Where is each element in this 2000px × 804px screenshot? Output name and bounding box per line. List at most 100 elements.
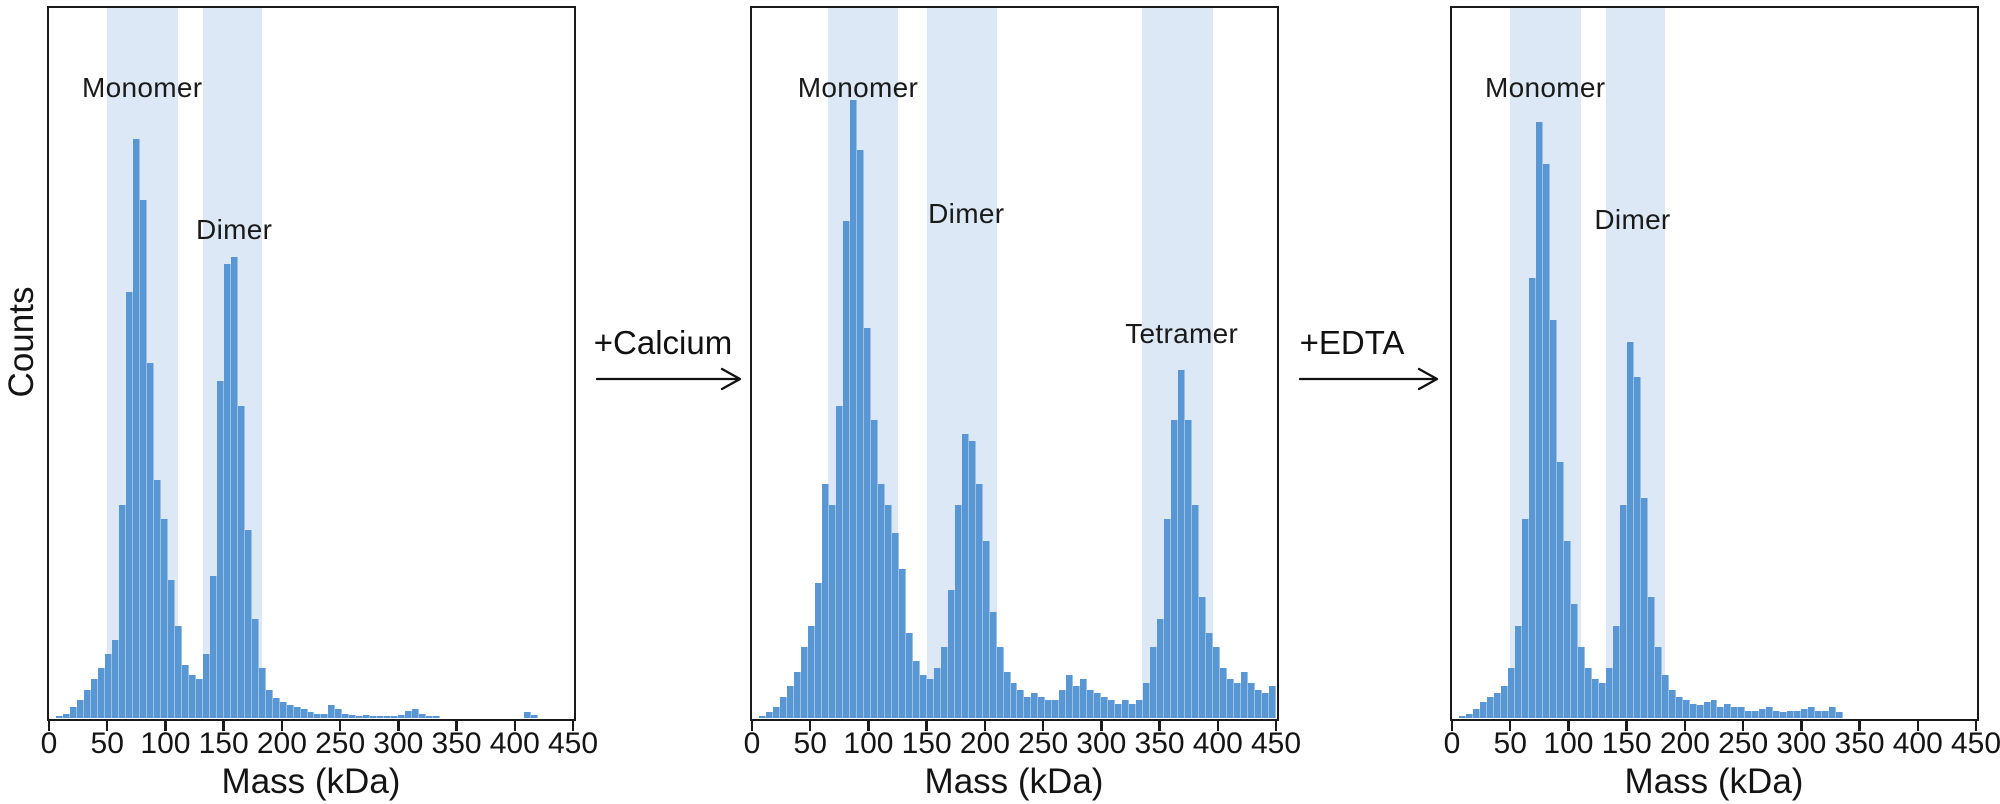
histogram-bar [1185,419,1192,718]
histogram-panel-plus-calcium [752,8,1276,718]
histogram-bar [1171,419,1178,718]
x-tick [47,720,51,731]
histogram-bar [1655,647,1662,718]
x-tick [983,720,987,731]
x-tick-label: 350 [431,727,482,760]
histogram-bar [412,709,419,718]
x-tick-label: 450 [1950,727,2000,760]
histogram-bar [1773,710,1780,718]
histogram-bar [133,139,140,718]
histogram-bar [349,715,356,718]
histogram-bar [1578,647,1585,718]
histogram-bar [1122,700,1129,718]
histogram-bar [1634,377,1641,718]
x-tick-label: 50 [90,727,124,760]
x-tick [750,720,754,731]
histogram-bar [857,150,864,718]
histogram-bar [1011,682,1017,718]
histogram-bar [175,625,182,718]
histogram-bar [787,686,794,718]
annotation-monomer: Monomer [1484,72,1606,103]
histogram-bar [1262,693,1269,718]
histogram-bar [363,715,370,718]
histogram-bar [1466,713,1473,718]
histogram-bar [314,713,321,718]
histogram-bar [328,705,335,718]
x-tick-label: 350 [1834,727,1885,760]
histogram-bar [1662,675,1669,718]
transition-calcium-label: +Calcium [593,324,733,361]
histogram-bar [1017,689,1024,718]
histogram-bar [1115,703,1122,718]
annotation-dimer: Dimer [928,198,1005,229]
histogram-bar [140,199,147,718]
histogram-bar [1557,462,1564,718]
histogram-bar [1752,710,1759,718]
histogram-bar [98,668,105,718]
histogram-bar [1669,689,1676,718]
histogram-bar [1052,700,1059,718]
histogram-bar [766,712,773,718]
x-tick [571,720,575,731]
histogram-bar [1136,700,1143,718]
histogram-bar [1620,505,1627,718]
histogram-bar [1829,707,1836,718]
histogram-bar [1255,689,1262,718]
x-tick [1974,720,1978,731]
histogram-bar [1087,689,1094,718]
histogram-bar [773,707,780,718]
histogram-bar [1494,693,1501,718]
x-tick [867,720,870,731]
x-tick-label: 350 [1134,727,1185,760]
x-tick [513,720,517,731]
x-tick [1100,720,1103,731]
histogram-bar [1031,693,1038,718]
x-tick [1858,720,1861,731]
histogram-bar [405,710,412,718]
x-tick-label: 200 [959,727,1010,760]
histogram-bar [1269,686,1276,718]
histogram-bar [1192,505,1199,718]
histogram-bar [948,590,955,718]
x-tick [1508,720,1512,731]
histogram-bar [878,483,885,718]
histogram-bar [1648,597,1655,718]
histogram-bar [266,689,273,718]
histogram-bar [426,715,433,718]
histogram-bar [1738,707,1745,718]
histogram-bar [990,611,997,718]
histogram-bar [524,712,531,718]
x-tick-label: 0 [1443,727,1461,760]
x-tick [222,720,225,731]
arrow-right-icon [1298,367,1439,391]
x-tick [455,720,458,731]
histogram-bar [836,405,843,718]
histogram-bar [1143,682,1150,718]
histogram-bar [245,529,252,718]
histogram-bar [210,576,217,718]
histogram-bar [955,505,962,718]
histogram-bar [84,689,91,718]
histogram-bar [126,292,133,718]
histogram-bar [983,540,990,718]
x-tick-label: 400 [1892,727,1943,760]
histogram-bar [1501,686,1508,718]
x-tick [164,720,167,731]
histogram-bar [308,712,314,718]
histogram-bar [822,483,829,718]
x-tick [1567,720,1570,731]
histogram-bar [1508,668,1515,718]
x-tick-label: 150 [198,727,249,760]
histogram-bar [224,263,231,718]
histogram-bar [1045,700,1052,718]
histogram-bar [1241,671,1248,718]
histogram-bar [217,380,224,718]
x-tick-label: 50 [793,727,827,760]
histogram-bar [196,678,203,718]
histogram-bar [1038,696,1045,718]
x-tick [1800,720,1803,731]
histogram-bar [1487,696,1494,718]
histogram-bar [147,363,154,718]
histogram-bar [969,441,976,718]
histogram-bar [962,434,969,718]
